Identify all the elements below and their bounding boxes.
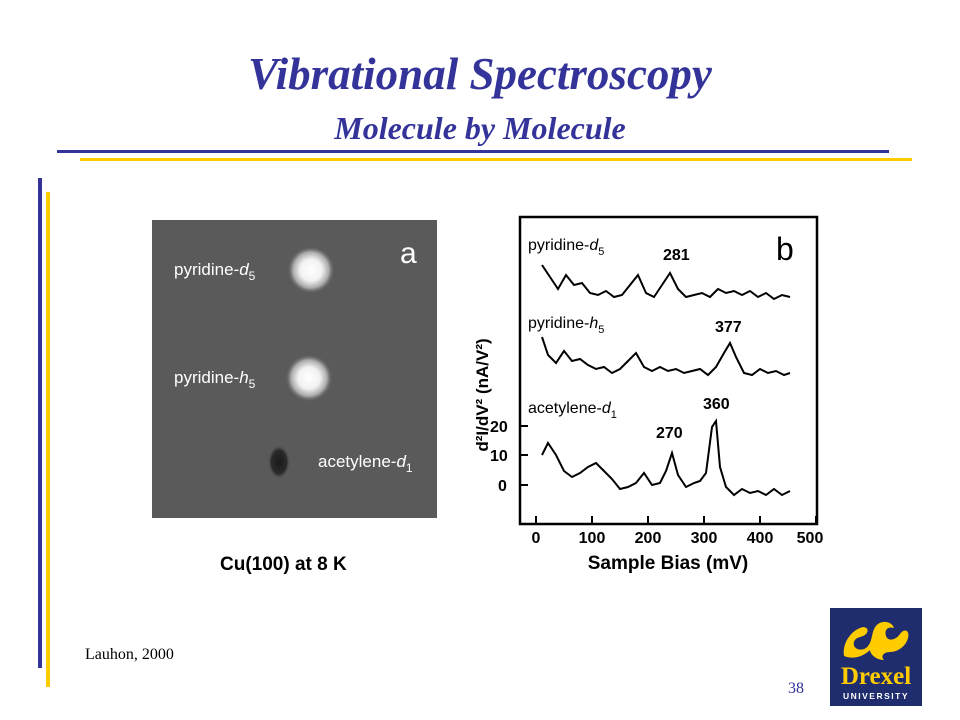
dragon-icon: [843, 621, 909, 660]
logo-subtext: UNIVERSITY: [843, 691, 909, 701]
slide-title: Vibrational Spectroscopy: [248, 49, 712, 99]
x-tick-label: 0: [532, 530, 541, 547]
label-pyridine-h5: pyridine-h5: [174, 368, 256, 391]
peak-label: 270: [656, 425, 683, 442]
citation: Lauhon, 2000: [85, 646, 174, 663]
label-pyridine-d5: pyridine-d5: [174, 260, 256, 283]
panel-a: a pyridine-d5 pyridine-h5 acetylene-d1 C…: [152, 220, 437, 575]
left-rule-blue: [38, 178, 42, 668]
drexel-logo: Drexel UNIVERSITY: [830, 608, 922, 706]
label-acetylene-d1: acetylene-d1: [318, 452, 413, 475]
trace-acetylene-d1: [541, 418, 791, 497]
molecule-spot-pyridine-h5: [285, 354, 333, 402]
title-rule-gold: [80, 158, 912, 161]
trace-pyridine-h5: [541, 336, 791, 377]
peak-label: 281: [663, 247, 690, 264]
y-tick-label: 0: [498, 478, 507, 495]
x-tick-label: 300: [691, 530, 718, 547]
x-tick-label: 200: [635, 530, 662, 547]
trace-label-pyridine-d5: pyridine-d5: [528, 237, 604, 258]
stm-figure: a pyridine-d5 pyridine-h5 acetylene-d1 C…: [152, 215, 824, 575]
x-axis-label: Sample Bias (mV): [588, 553, 749, 574]
title-rule-blue: [57, 150, 889, 153]
page-number: 38: [788, 680, 804, 697]
peak-label: 360: [703, 396, 730, 413]
x-tick-label: 400: [747, 530, 774, 547]
panel-a-caption: Cu(100) at 8 K: [220, 554, 347, 575]
plot-frame: [518, 215, 819, 526]
x-tick-label: 500: [797, 530, 824, 547]
peak-label: 377: [715, 319, 742, 336]
y-tick-label: 10: [490, 448, 508, 465]
slide-subtitle: Molecule by Molecule: [334, 110, 626, 146]
panel-b-letter: b: [776, 231, 794, 267]
y-ticks: 20 10 0: [490, 419, 528, 495]
x-ticks: 0 100 200 300 400 500: [532, 516, 824, 547]
logo-wordmark: Drexel: [841, 663, 911, 690]
panel-b: b d²I/dV² (nA/V²) pyridine-d5 pyridine-h…: [473, 215, 824, 574]
panel-a-letter: a: [400, 237, 417, 270]
left-rule-gold: [46, 192, 50, 687]
molecule-spot-acetylene-d1: [268, 445, 290, 479]
molecule-spot-pyridine-d5: [287, 246, 335, 294]
trace-label-acetylene-d1: acetylene-d1: [528, 400, 617, 421]
x-tick-label: 100: [579, 530, 606, 547]
trace-label-pyridine-h5: pyridine-h5: [528, 315, 604, 336]
y-tick-label: 20: [490, 419, 508, 436]
y-axis-label: d²I/dV² (nA/V²): [473, 338, 492, 451]
trace-pyridine-d5: [541, 264, 791, 301]
